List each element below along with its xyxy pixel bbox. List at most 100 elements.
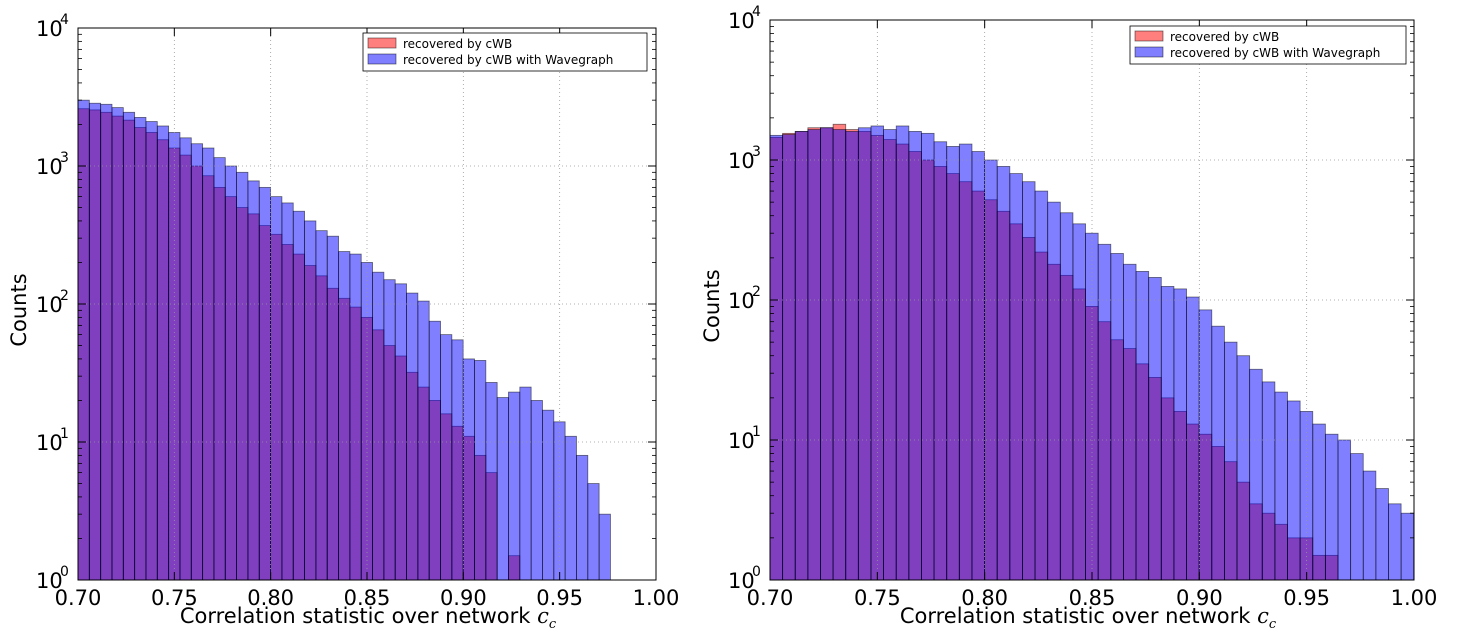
bar	[292, 210, 305, 581]
bar	[587, 483, 600, 581]
bar	[372, 271, 385, 581]
bar	[883, 129, 897, 581]
bar	[1261, 381, 1276, 581]
x-tick-label: 0.85	[344, 586, 391, 610]
bar	[145, 121, 158, 581]
bar	[417, 300, 430, 581]
bar	[190, 143, 204, 581]
bar	[908, 131, 922, 581]
bar	[971, 151, 985, 581]
bar	[576, 454, 589, 581]
y-tick-exponent: 0	[752, 564, 761, 580]
bar	[794, 131, 809, 581]
y-tick-exponent: 0	[60, 564, 69, 580]
bar	[1400, 512, 1415, 581]
y-tick-label: 10	[728, 289, 755, 313]
ticks	[769, 19, 1415, 581]
x-axis-label: Correlation statistic over network cc	[900, 604, 1277, 632]
bar	[462, 358, 475, 581]
bar	[1148, 277, 1162, 581]
x-tick-label: 1.00	[1391, 586, 1438, 610]
bar	[315, 230, 328, 581]
x-tick-label: 0.80	[961, 586, 1008, 610]
bar	[1388, 503, 1402, 581]
legend-swatch	[367, 37, 397, 49]
bar	[179, 137, 192, 581]
bar	[428, 320, 441, 581]
x-axis-symbol-subscript: c	[549, 617, 557, 632]
y-axis-label: Counts	[7, 273, 31, 346]
y-tick-label: 10	[728, 149, 755, 173]
bar	[820, 127, 834, 581]
bar	[156, 125, 170, 581]
bar	[807, 129, 821, 581]
bar	[1236, 355, 1251, 581]
bar	[984, 159, 998, 581]
bar	[1186, 296, 1200, 581]
bar	[1337, 439, 1352, 581]
bar	[1211, 325, 1225, 581]
bar	[224, 165, 238, 581]
bar	[1123, 263, 1137, 581]
legend: recovered by cWB recovered by cWB with Wa…	[362, 32, 648, 72]
y-tick-label: 10	[36, 431, 63, 455]
bar	[496, 397, 509, 581]
bar	[1362, 470, 1377, 581]
bar	[406, 292, 419, 581]
y-tick-label: 10	[728, 429, 755, 453]
bar	[1034, 190, 1049, 581]
bar	[1198, 309, 1213, 581]
bar	[247, 180, 260, 581]
bar	[946, 146, 960, 581]
y-tick-exponent: 4	[752, 4, 761, 20]
bar	[933, 141, 948, 581]
bar	[1072, 223, 1086, 581]
bar	[1059, 212, 1074, 581]
bar	[1287, 400, 1301, 581]
y-tick-exponent: 2	[60, 288, 69, 304]
bar	[281, 202, 294, 581]
bar	[895, 125, 910, 581]
bar	[1274, 391, 1288, 581]
y-tick-label: 10	[36, 17, 63, 41]
y-tick-exponent: 2	[752, 284, 761, 300]
y-tick-exponent: 1	[752, 424, 761, 440]
bar	[440, 334, 453, 581]
legend-label: recovered by cWB	[1170, 30, 1279, 44]
x-tick-label: 0.95	[536, 586, 583, 610]
y-tick-exponent: 4	[60, 12, 69, 28]
legend-swatch	[1134, 46, 1164, 58]
bar	[832, 129, 847, 581]
bar	[1085, 232, 1099, 581]
bar	[100, 103, 113, 581]
bar	[474, 360, 487, 581]
bar	[394, 283, 407, 581]
legend-label: recovered by cWB with Wavegraph	[403, 53, 613, 67]
bar	[383, 279, 396, 581]
y-tick-exponent: 3	[752, 144, 761, 160]
bar	[1173, 288, 1187, 581]
bar	[1375, 488, 1389, 581]
bar	[921, 132, 935, 581]
legend-box	[1129, 25, 1407, 65]
bar	[1110, 253, 1124, 581]
bar	[996, 166, 1011, 581]
legend-label: recovered by cWB with Wavegraph	[1170, 46, 1380, 60]
bar	[564, 435, 577, 581]
bar	[88, 102, 102, 581]
legend-swatch	[1134, 30, 1164, 42]
legend: recovered by cWB recovered by cWB with Wa…	[1129, 25, 1407, 65]
bar	[1324, 433, 1339, 581]
bar	[236, 171, 249, 581]
x-tick-label: 1.00	[633, 586, 680, 610]
bar	[338, 251, 351, 581]
bar	[111, 107, 124, 581]
x-tick-label: 0.75	[854, 586, 901, 610]
bar	[598, 513, 611, 581]
y-tick-exponent: 1	[60, 426, 69, 442]
bar	[213, 157, 226, 581]
bar	[1009, 173, 1023, 581]
